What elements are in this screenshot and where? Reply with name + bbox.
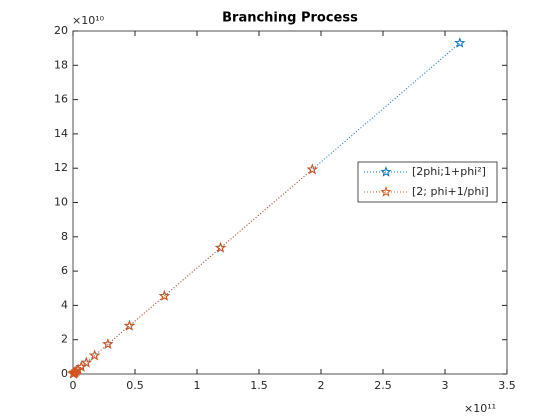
x-tick-label: 1 [194,379,201,392]
legend-marker [380,166,392,177]
x-multiplier: ×10¹¹ [464,402,496,415]
star-marker [306,163,318,175]
y-tick-label: 10 [54,196,68,209]
star-marker [80,356,92,368]
legend-marker [380,186,392,197]
star-marker [72,363,84,375]
x-tick-label: 3.5 [498,379,516,392]
x-tick-label: 1.5 [250,379,268,392]
y-tick-label: 16 [54,93,68,106]
x-tick-label: 3 [442,379,449,392]
chart-title: Branching Process [222,11,358,26]
x-tick-label: 2 [318,379,325,392]
x-tick-label: 0.5 [126,379,144,392]
y-tick-label: 20 [54,24,68,37]
y-tick-label: 14 [54,127,68,140]
star-marker [123,319,136,331]
plot-area [72,30,508,375]
x-tick-label: 2.5 [374,379,392,392]
y-tick-label: 0 [61,367,68,380]
star-marker [88,349,101,361]
y-tick-label: 8 [61,230,68,243]
star-marker [214,241,227,253]
star-marker [158,290,171,301]
y-multiplier: ×10¹⁰ [72,14,105,27]
y-tick-label: 18 [54,58,68,71]
legend-box [357,161,498,203]
star-marker [454,37,466,48]
legend-label: [2phi;1+phi²] [412,165,486,178]
star-marker [102,338,114,350]
y-tick-label: 2 [61,333,68,346]
x-tick-label: 0 [70,379,77,392]
y-tick-label: 4 [61,298,68,311]
y-tick-label: 12 [54,161,68,174]
legend-label: [2; phi+1/phi] [412,185,489,198]
y-tick-label: 6 [61,264,68,277]
